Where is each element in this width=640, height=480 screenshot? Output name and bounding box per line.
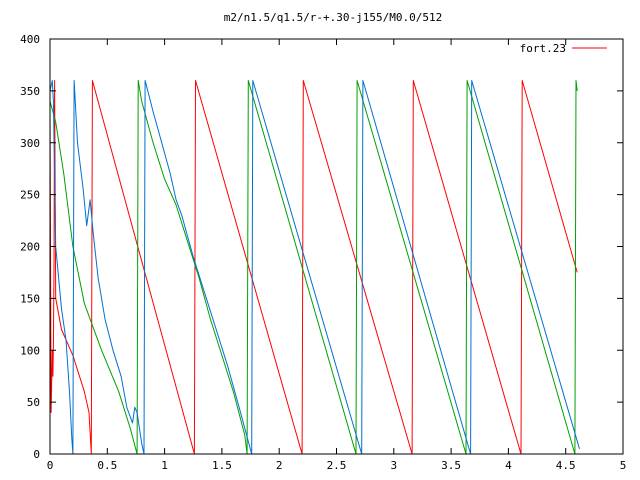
series-line-2 xyxy=(49,80,578,455)
plot-border xyxy=(49,38,624,455)
series-line-3 xyxy=(49,80,580,455)
series-layer xyxy=(49,80,580,455)
x-tick-label: 1.5 xyxy=(212,459,232,472)
y-tick-label: 250 xyxy=(20,189,40,202)
x-tick-label: 3.5 xyxy=(441,459,461,472)
x-tick-label: 0 xyxy=(47,459,54,472)
tick-layer: 0 0.5 1 1.5 2 2.5 3 3.5 4 4.5 50501001502002503003… xyxy=(20,33,626,472)
x-tick-label: 1 xyxy=(161,459,168,472)
y-tick-label: 350 xyxy=(20,85,40,98)
y-tick-label: 200 xyxy=(20,241,40,254)
x-tick-label: 0.5 xyxy=(97,459,117,472)
chart-title: m2/n1.5/q1.5/r-+.30-j155/M0.0/512 xyxy=(224,11,443,24)
x-tick-label: 2 xyxy=(276,459,283,472)
y-tick-label: 100 xyxy=(20,344,40,357)
y-tick-label: 0 xyxy=(33,448,40,461)
x-tick-label: 5 xyxy=(620,459,627,472)
legend-label: fort.23 xyxy=(520,42,566,55)
x-tick-label: 3 xyxy=(390,459,397,472)
x-tick-label: 2.5 xyxy=(327,459,347,472)
x-tick-label: 4 xyxy=(505,459,512,472)
y-tick-label: 150 xyxy=(20,292,40,305)
legend: fort.23 xyxy=(520,42,607,55)
y-tick-label: 400 xyxy=(20,33,40,46)
y-tick-label: 300 xyxy=(20,137,40,150)
series-line-1 xyxy=(49,80,578,455)
x-tick-label: 4.5 xyxy=(556,459,576,472)
y-tick-label: 50 xyxy=(27,396,40,409)
